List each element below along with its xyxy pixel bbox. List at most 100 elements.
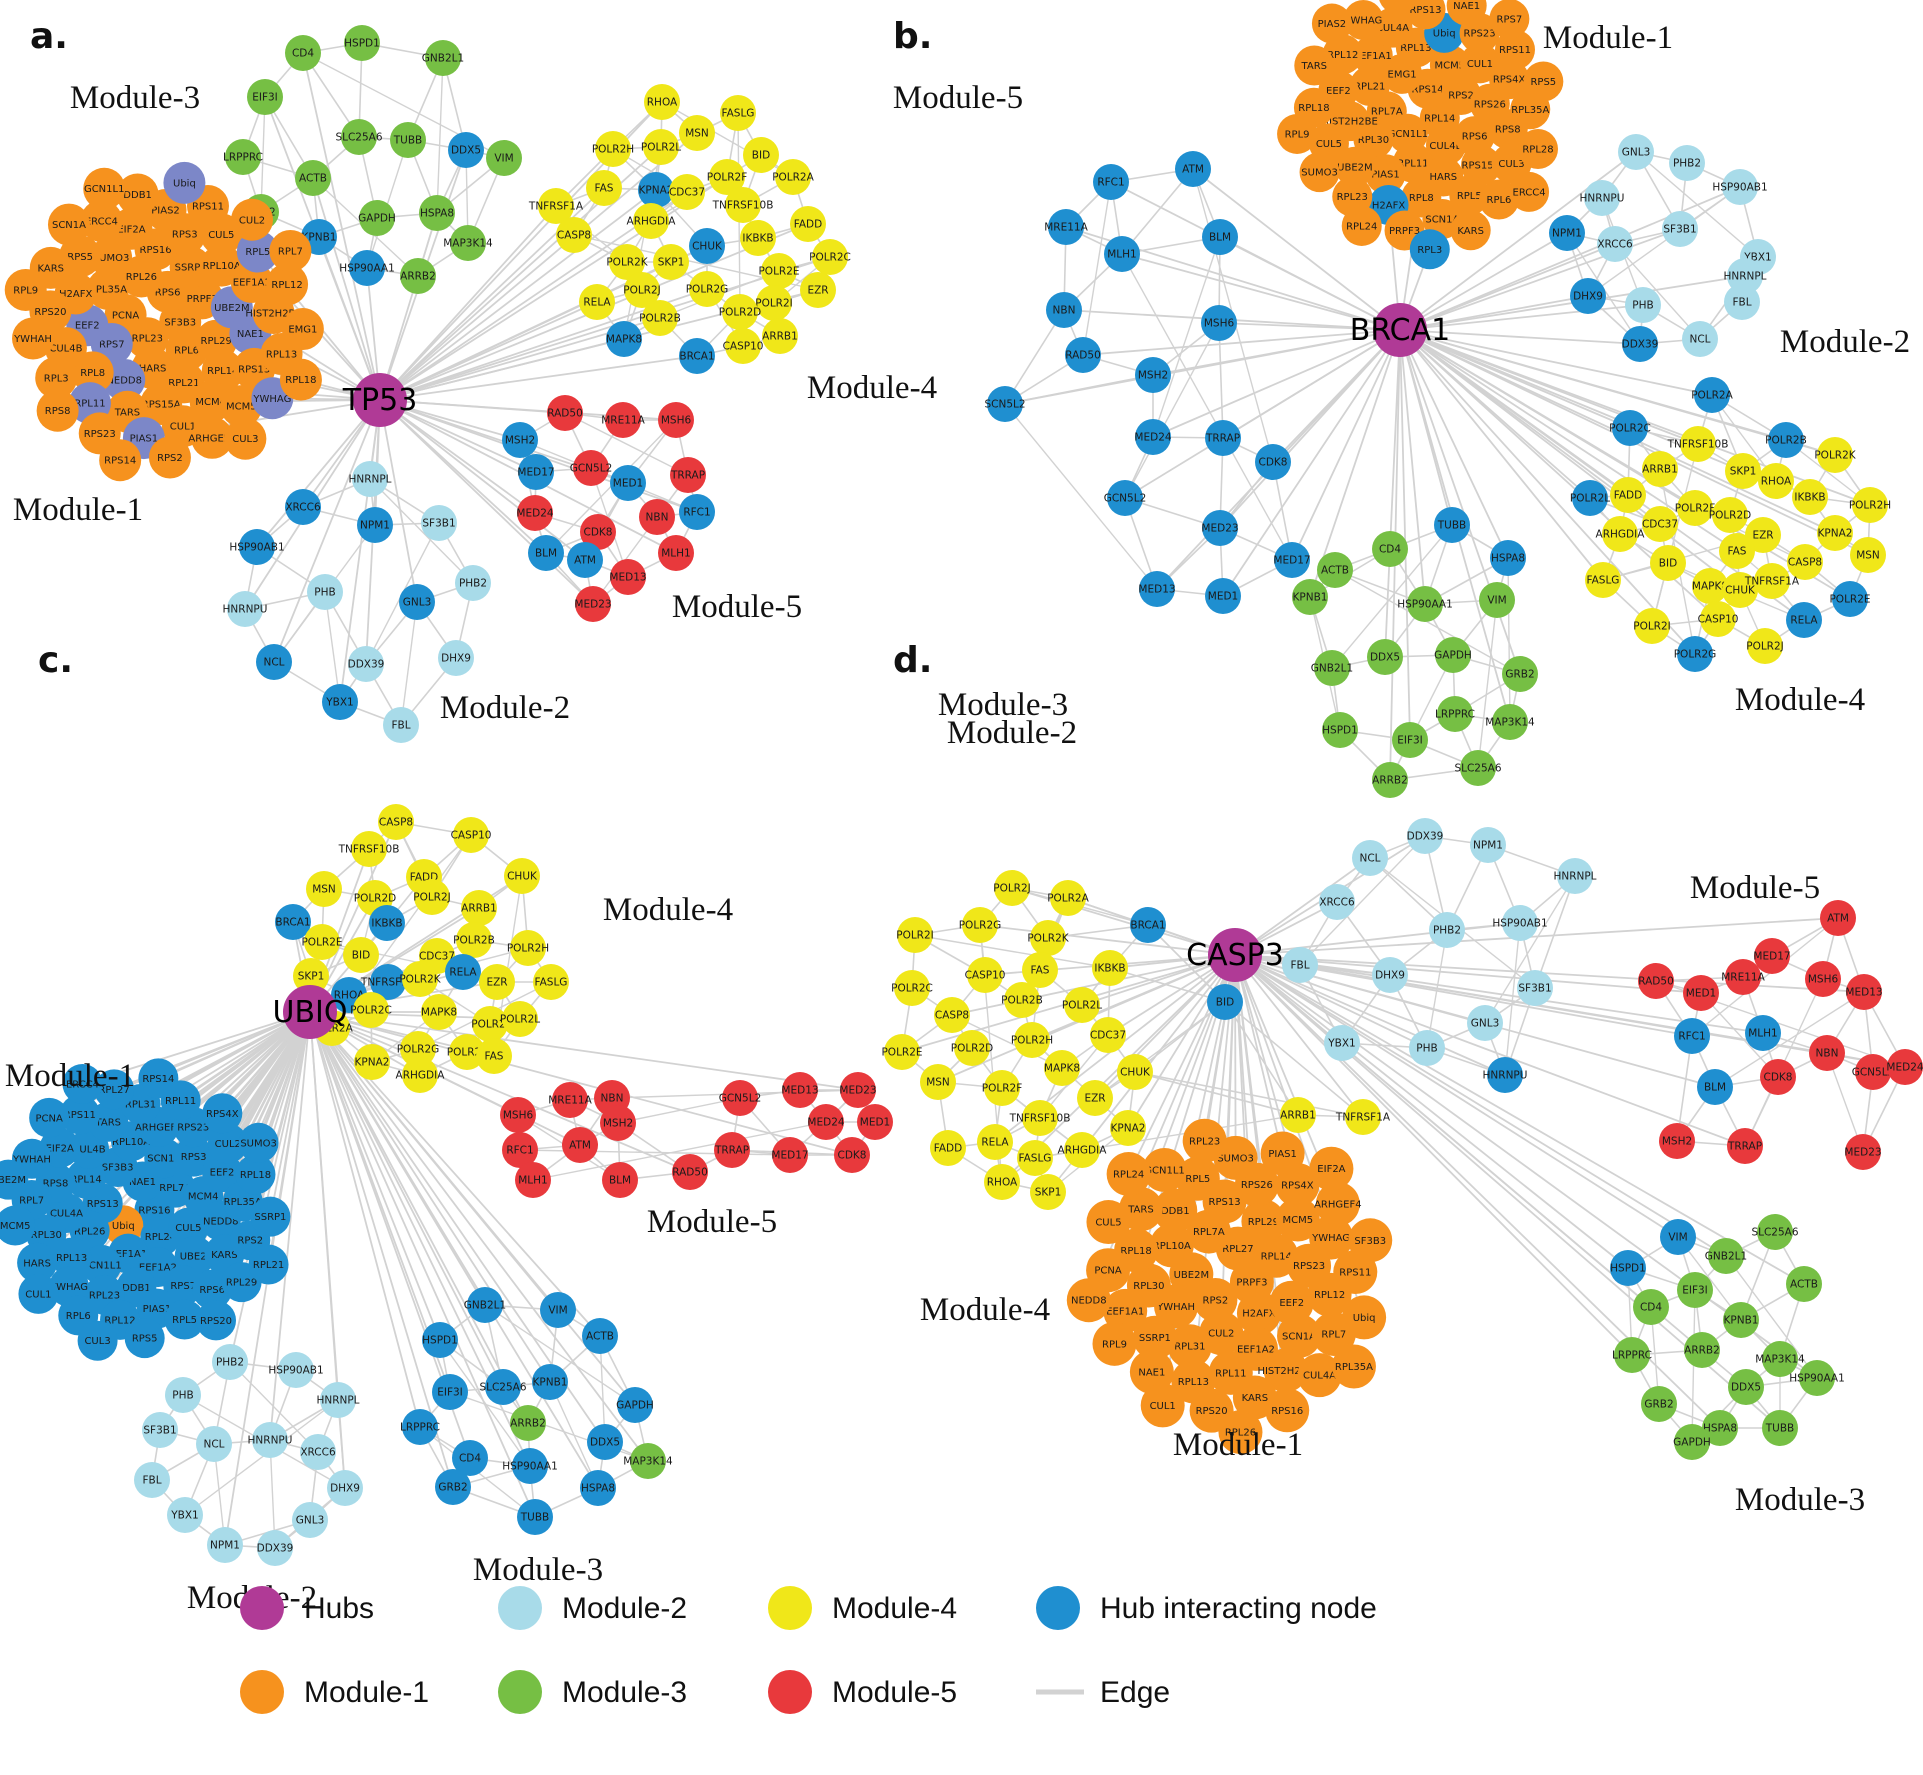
hub-edge xyxy=(1121,253,1401,331)
hub-edge xyxy=(309,1011,441,1341)
hub-edge xyxy=(1234,954,1727,1257)
node-ddx5 xyxy=(1367,639,1403,675)
node-rhoa xyxy=(644,84,680,120)
hub-edge xyxy=(1192,168,1401,331)
node-rpl21 xyxy=(248,1244,289,1285)
legend-swatch-hi xyxy=(1036,1586,1080,1630)
node-pias2 xyxy=(1311,3,1352,44)
node-rpl21 xyxy=(1349,65,1390,106)
node-tubb xyxy=(517,1499,553,1535)
node-hsp90aa1 xyxy=(1407,586,1443,622)
node-hsp90aa1 xyxy=(1799,1360,1835,1396)
hub-edge xyxy=(379,399,536,514)
hub-edge xyxy=(1152,329,1401,438)
node-vim xyxy=(1479,582,1515,618)
node-grb2 xyxy=(1502,656,1538,692)
node-kpnb1 xyxy=(1723,1302,1759,1338)
hub-edge xyxy=(1399,186,1741,331)
node-brca1 xyxy=(275,904,311,940)
node-gnl3 xyxy=(292,1502,328,1538)
node-trrap xyxy=(670,457,706,493)
node-msn xyxy=(306,871,342,907)
node-mlh1 xyxy=(1104,236,1140,272)
node-med13 xyxy=(1139,571,1175,607)
node-rps14 xyxy=(138,1058,179,1099)
node-kars xyxy=(1450,210,1491,251)
hub-edge xyxy=(379,338,625,401)
node-arhgdia xyxy=(1602,516,1638,552)
node-polr2l xyxy=(643,129,679,165)
hub-edge xyxy=(1234,954,1679,1238)
node-tubb xyxy=(1762,1410,1798,1446)
node-rpl14 xyxy=(66,1158,107,1199)
hub-edge xyxy=(309,1011,649,1462)
node-blm xyxy=(1202,219,1238,255)
module-label-m5: Module-5 xyxy=(647,1204,777,1240)
node-polr2j xyxy=(414,879,450,915)
hub-node-casp3 xyxy=(1208,928,1262,982)
node-kpnb1 xyxy=(1292,579,1328,615)
panel-b: RFC1ATMMRE11ABLMMLH1NBNMSH6RAD50MSH2SCN5… xyxy=(893,0,1910,798)
node-polr2h xyxy=(1852,487,1888,523)
node-arrb2 xyxy=(400,258,436,294)
node-rfc1 xyxy=(502,1132,538,1168)
hub-edge xyxy=(302,52,381,401)
node-rpl5 xyxy=(236,230,279,273)
node-npm1 xyxy=(357,507,393,543)
node-dhx9 xyxy=(327,1470,363,1506)
node-cul5 xyxy=(1086,1200,1131,1245)
node-sumo3 xyxy=(1299,152,1340,193)
module-label-m5: Module-5 xyxy=(1690,870,1820,906)
node-msh2 xyxy=(1135,357,1171,393)
module-label-m3: Module-3 xyxy=(1735,1482,1865,1518)
hub-edge xyxy=(379,261,672,401)
node-map3k14 xyxy=(450,225,486,261)
hub-edge xyxy=(1234,954,1506,1076)
node-hist2h2be xyxy=(1263,1348,1308,1393)
node-grb2 xyxy=(435,1469,471,1505)
node-pias1 xyxy=(1260,1131,1305,1176)
node-ddx39 xyxy=(257,1530,293,1566)
node-sf3b3 xyxy=(1348,1218,1393,1263)
node-kpna2 xyxy=(1110,1110,1146,1146)
node-arrb1 xyxy=(1280,1097,1316,1133)
node-eif3i xyxy=(247,79,283,115)
node-med23 xyxy=(840,1072,876,1108)
node-arrb1 xyxy=(461,890,497,926)
node-fbl xyxy=(134,1462,170,1498)
node-scn1a xyxy=(47,203,90,246)
hub-edge xyxy=(1081,954,1236,1151)
hub-edge xyxy=(379,212,438,401)
node-ncl xyxy=(256,644,292,680)
node-eef1a1 xyxy=(1352,35,1393,76)
node-rpl13 xyxy=(51,1237,92,1278)
hub-edge xyxy=(1011,887,1236,956)
node-tnfrsf10b xyxy=(1022,1100,1058,1136)
node-ybx1 xyxy=(167,1497,203,1533)
hub-edge xyxy=(379,301,598,401)
node-sumo3 xyxy=(238,1122,279,1163)
node-dhx9 xyxy=(1372,957,1408,993)
node-fadd xyxy=(1610,477,1646,513)
node-rad50 xyxy=(672,1154,708,1190)
node-cdc37 xyxy=(669,174,705,210)
node-hsp90ab1 xyxy=(239,529,275,565)
node-gcn1l1 xyxy=(83,167,126,210)
node-ube2m xyxy=(1334,146,1375,187)
node-arrb1 xyxy=(762,318,798,354)
node-mre11a xyxy=(605,402,641,438)
hub-edge xyxy=(979,924,1236,956)
node-msh6 xyxy=(500,1097,536,1133)
hub-edge xyxy=(1291,329,1401,561)
node-fbl xyxy=(1282,947,1318,983)
node-hnrnpu xyxy=(227,591,263,627)
node-casp10 xyxy=(967,957,1003,993)
node-polr2i xyxy=(472,1006,508,1042)
node-gcn5l2 xyxy=(722,1080,758,1116)
node-rps11 xyxy=(59,1094,100,1135)
node-polr2f xyxy=(984,1070,1020,1106)
hub-edge xyxy=(1399,243,1616,331)
node-nbn xyxy=(1809,1035,1845,1071)
node-polr2l xyxy=(502,1001,538,1037)
